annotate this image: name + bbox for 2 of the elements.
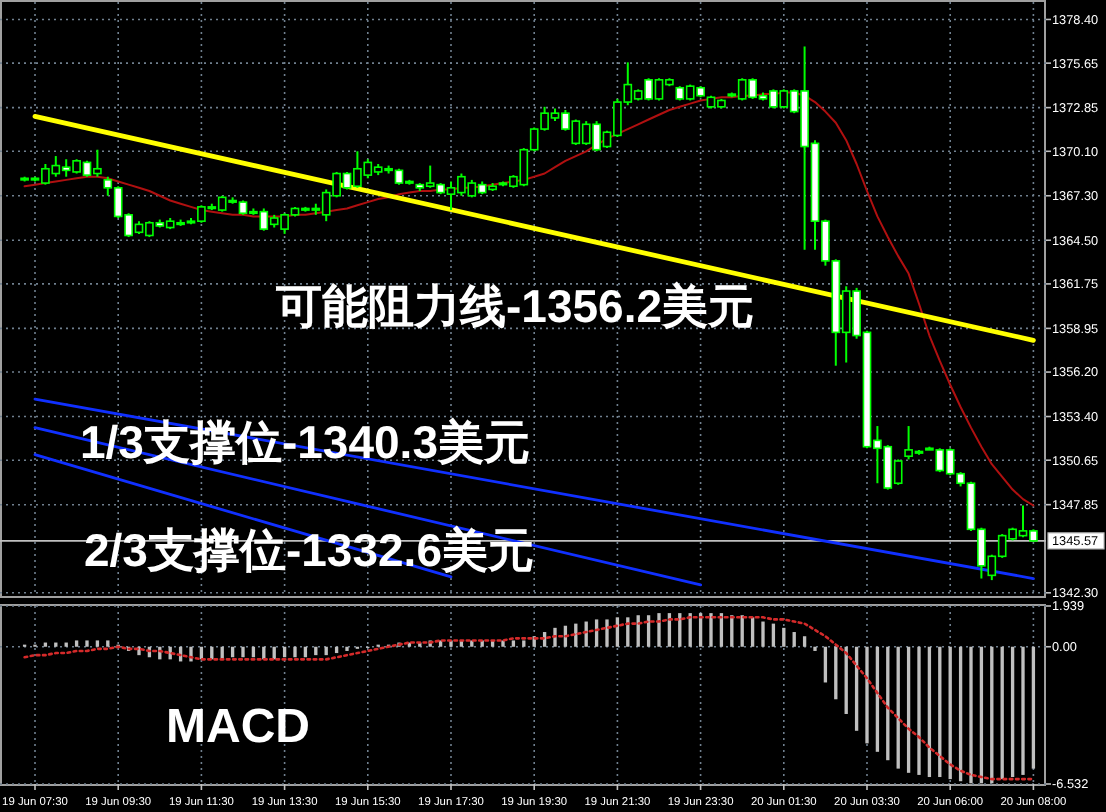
annotation: 可能阻力线-1356.2美元 bbox=[274, 280, 755, 332]
text: MACD bbox=[166, 700, 310, 754]
